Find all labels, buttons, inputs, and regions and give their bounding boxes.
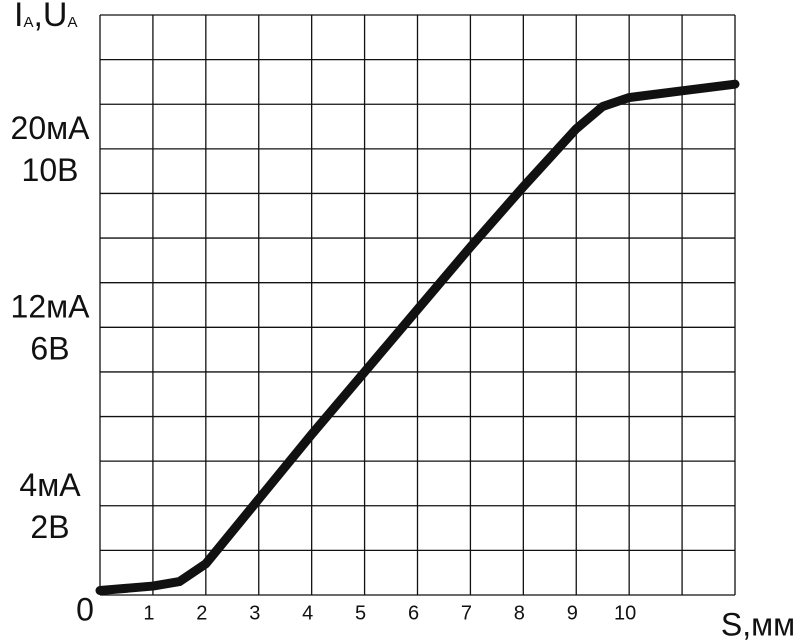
y-label-sub: A — [67, 14, 77, 31]
x-axis-label: S,мм — [721, 606, 795, 642]
data-line — [95, 79, 740, 596]
x-tick-label: 7 — [461, 602, 472, 624]
y-tick-label-line: 2В — [30, 509, 69, 545]
y-tick-label-line: 6В — [30, 331, 69, 367]
x-tick-label: 3 — [249, 602, 260, 624]
y-tick-label: 4мА 2В — [19, 467, 81, 545]
y-label-part: ,U — [33, 0, 67, 34]
y-label-part: I — [14, 0, 23, 34]
y-tick-label: 12мА 6В — [11, 289, 91, 367]
x-tick-label: 1 — [143, 602, 154, 624]
y-tick-label-line: 4мА — [19, 467, 81, 503]
y-axis-label: IA,UA — [14, 0, 77, 34]
y-label-sub: A — [23, 14, 33, 31]
x-tick-label: 4 — [302, 602, 313, 624]
x-tick-label: 8 — [514, 602, 525, 624]
x-tick-label: 6 — [408, 602, 419, 624]
x-tick-label: 2 — [196, 602, 207, 624]
x-tick-label: 0 — [76, 591, 94, 627]
x-tick-label: 5 — [355, 602, 366, 624]
y-tick-label: 20мА 10В — [11, 110, 91, 188]
y-tick-label-line: 10В — [22, 152, 79, 188]
y-tick-label-line: 20мА — [11, 110, 91, 146]
y-tick-label-line: 12мА — [11, 289, 91, 325]
x-tick-label: 9 — [567, 602, 578, 624]
x-tick-label: 10 — [614, 602, 636, 624]
